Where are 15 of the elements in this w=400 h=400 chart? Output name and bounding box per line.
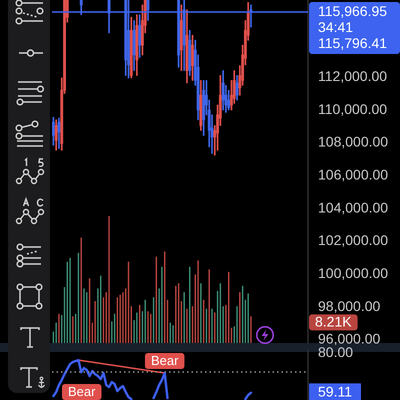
y-tick-label: 59.11 (318, 384, 352, 400)
y-tick-label: 100,000.00 (318, 264, 388, 281)
y-tick-label: 106,000.00 (318, 166, 388, 182)
data-label: Bear (150, 353, 180, 368)
text: 115,796.41 (318, 34, 388, 51)
text: 34:41 (318, 18, 354, 35)
text: 8.21K (315, 314, 352, 330)
y-tick-label: 98,000.00 (318, 298, 380, 314)
y-tick-label: 108,000.00 (318, 134, 388, 150)
y-tick-label: 104,000.00 (318, 199, 388, 216)
y-tick-label: 112,000.00 (318, 68, 388, 84)
y-tick-label: 110,000.00 (318, 100, 388, 117)
ref-line-label: 115,966.95 (318, 2, 388, 19)
annotation: Bear (68, 384, 96, 400)
y-tick-label: 102,000.00 (318, 232, 388, 248)
